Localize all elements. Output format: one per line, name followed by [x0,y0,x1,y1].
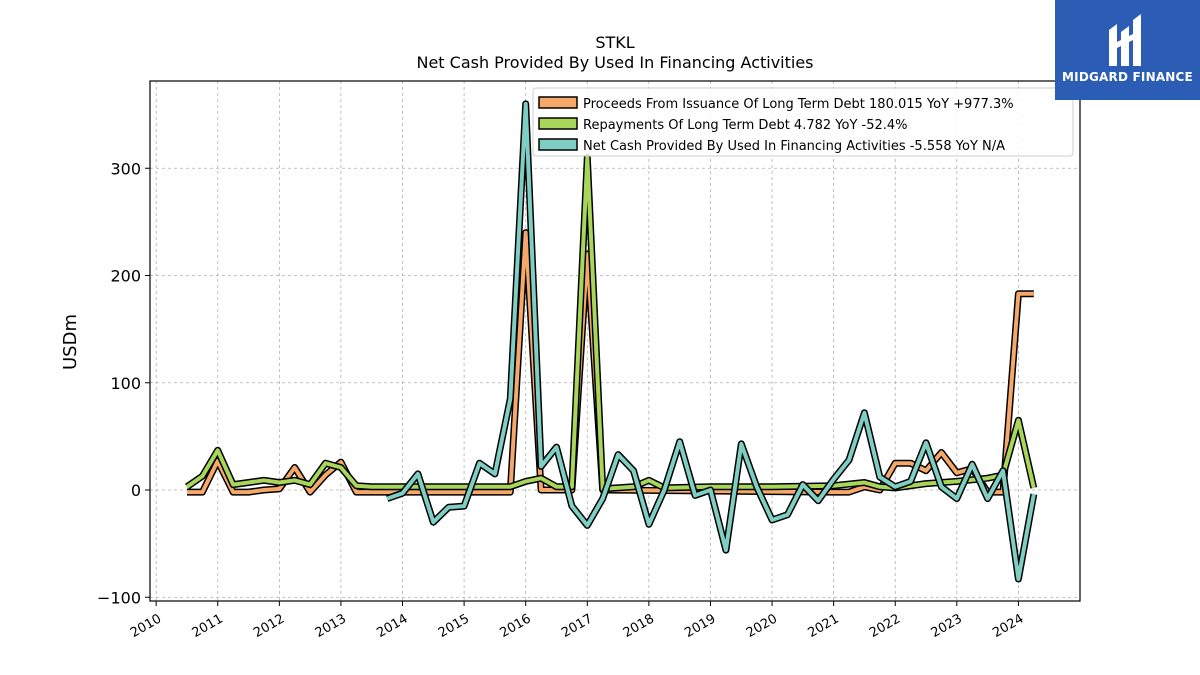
y-tick-label: 100 [110,374,141,393]
x-tick-label: 2019 [682,611,718,641]
legend: Proceeds From Issuance Of Long Term Debt… [532,87,1074,157]
x-tick-label: 2011 [190,611,226,641]
brand-logo: MIDGARD FINANCE [1055,0,1200,100]
legend-box [532,87,1074,157]
y-tick-label: 200 [110,267,141,286]
x-tick-label: 2018 [621,611,657,641]
grid [150,81,1080,601]
series-line-2 [386,101,1036,581]
x-tick-label: 2014 [374,611,410,641]
legend-swatch-1 [538,117,578,130]
x-tick-label: 2021 [805,611,841,641]
x-tick-label: 2010 [128,611,164,641]
logo-mark-icon [1109,14,1141,66]
series-outline-0 [187,229,1034,496]
legend-swatch-2 [538,138,578,151]
legend-entry-2: Net Cash Provided By Used In Financing A… [583,139,1005,154]
x-tick-label: 2012 [251,611,287,641]
x-tick-label: 2016 [498,611,534,641]
x-tick-label: 2017 [559,611,595,641]
x-tick-label: 2023 [929,611,965,641]
y-axis-label: USDm [60,314,81,370]
x-tick-label: 2015 [436,611,472,641]
logo-text: MIDGARD FINANCE [1062,70,1193,84]
series-line-1 [185,155,1036,491]
legend-entry-1: Repayments Of Long Term Debt 4.782 YoY -… [583,118,908,133]
x-tick-label: 2020 [744,611,780,641]
legend-entry-0: Proceeds From Issuance Of Long Term Debt… [583,97,1014,112]
y-tick-label: −100 [97,588,141,607]
axes: −100 0 100 200 300 2010 2011 2012 2013 2014 2015 20… [97,159,1026,641]
x-tick-label: 2022 [867,611,903,641]
series-outline-1 [185,154,1038,493]
legend-swatch-0 [538,96,578,109]
chart-subtitle: Net Cash Provided By Used In Financing A… [416,53,813,72]
series-lines [185,100,1038,583]
x-tick-label: 2013 [313,611,349,641]
y-tick-label: 300 [110,159,141,178]
x-tick-label: 2024 [990,611,1026,641]
chart-title: STKL [595,33,634,52]
series-line-0 [187,230,1034,495]
y-tick-label: 0 [131,481,141,500]
plot-frame [149,80,1081,602]
